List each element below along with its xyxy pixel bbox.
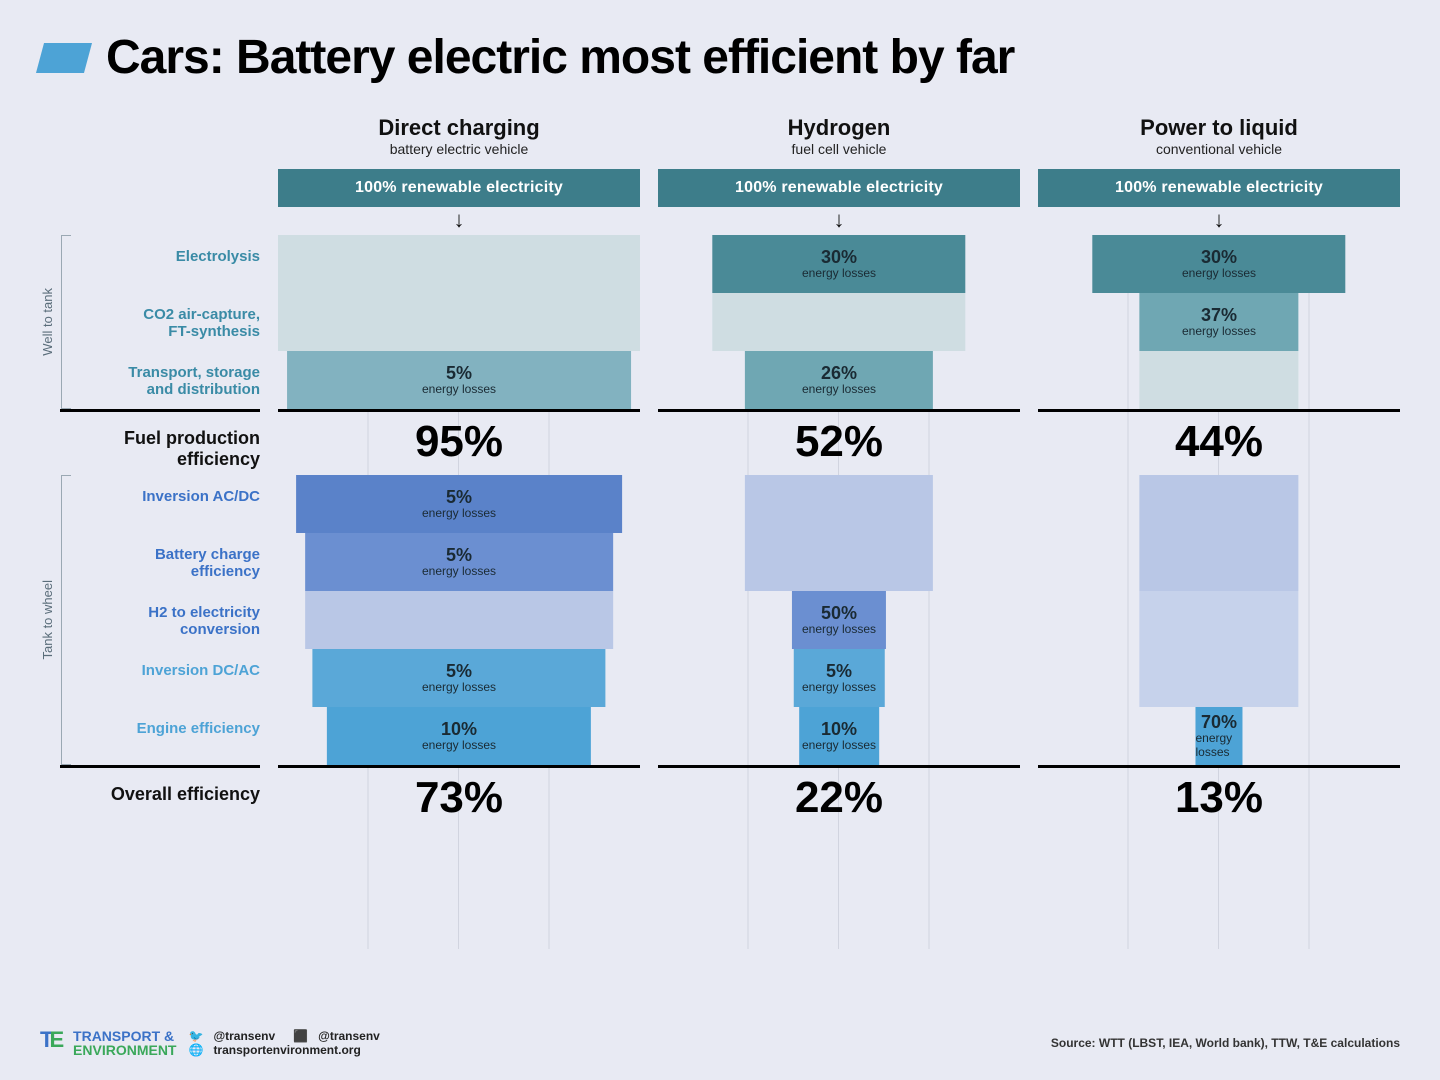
funnel-segment-transport: 5%energy losses bbox=[287, 351, 631, 409]
funnel-segment-co2 bbox=[712, 293, 965, 351]
twitter-icon: 🐦 bbox=[188, 1029, 203, 1043]
divider bbox=[1038, 409, 1400, 412]
chart-area: Direct charging battery electric vehicle… bbox=[40, 115, 1400, 949]
funnel-segment-inv_dcac: 5%energy losses bbox=[312, 649, 605, 707]
divider bbox=[658, 409, 1020, 412]
row-label: Fuel productionefficiency bbox=[85, 428, 260, 469]
start-bar: 100% renewable electricity bbox=[278, 169, 640, 207]
row-label: Transport, storageand distribution bbox=[85, 364, 260, 399]
funnel-segment-inv_acdc: 5%energy losses bbox=[296, 475, 622, 533]
row-label: CO2 air-capture,FT-synthesis bbox=[85, 306, 260, 341]
main-title: Cars: Battery electric most efficient by… bbox=[106, 30, 1014, 85]
title-row: Cars: Battery electric most efficient by… bbox=[40, 30, 1400, 85]
funnel-segment-transport: 26%energy losses bbox=[745, 351, 933, 409]
overall-efficiency-value: 13% bbox=[1038, 773, 1400, 823]
row-label: Engine efficiency bbox=[85, 720, 260, 737]
row-label: Battery chargeefficiency bbox=[85, 546, 260, 581]
source-text: Source: WTT (LBST, IEA, World bank), TTW… bbox=[1051, 1036, 1400, 1050]
footer: TE TRANSPORT & ENVIRONMENT 🐦@transenv ⬛@… bbox=[40, 1028, 1400, 1058]
funnel-segment-inv_acdc bbox=[745, 475, 933, 533]
col-header-direct: Direct charging battery electric vehicle bbox=[278, 115, 640, 169]
title-accent bbox=[36, 43, 92, 73]
overall-efficiency-value: 73% bbox=[278, 773, 640, 823]
divider bbox=[658, 765, 1020, 768]
fuel-efficiency-value: 95% bbox=[278, 417, 640, 467]
bracket: Tank to wheel bbox=[40, 475, 71, 765]
divider bbox=[60, 409, 260, 412]
divider bbox=[60, 765, 260, 768]
te-logo: TE TRANSPORT & ENVIRONMENT bbox=[40, 1028, 176, 1058]
row-label: Inversion AC/DC bbox=[85, 488, 260, 505]
start-bar: 100% renewable electricity bbox=[658, 169, 1020, 207]
divider bbox=[1038, 765, 1400, 768]
start-bar: 100% renewable electricity bbox=[1038, 169, 1400, 207]
funnel-ptl: 100% renewable electricity↓30%energy los… bbox=[1038, 169, 1400, 949]
arrow-down-icon: ↓ bbox=[454, 207, 465, 233]
row-label: Inversion DC/AC bbox=[85, 662, 260, 679]
fuel-efficiency-value: 44% bbox=[1038, 417, 1400, 467]
bracket: Well to tank bbox=[40, 235, 71, 409]
row-label: Electrolysis bbox=[85, 248, 260, 265]
funnel-segment-electrolysis: 30%energy losses bbox=[1092, 235, 1345, 293]
funnel-segment-inv_dcac: 5%energy losses bbox=[794, 649, 885, 707]
funnel-segment-electrolysis: 30%energy losses bbox=[712, 235, 965, 293]
labels-column: Electrolysis CO2 air-capture,FT-synthesis… bbox=[40, 169, 260, 949]
col-header-ptl: Power to liquid conventional vehicle bbox=[1038, 115, 1400, 169]
funnel-segment-electrolysis bbox=[278, 235, 640, 293]
arrow-down-icon: ↓ bbox=[1214, 207, 1225, 233]
funnel-segment-transport bbox=[1139, 351, 1298, 409]
funnel-segment-engine: 10%energy losses bbox=[327, 707, 591, 765]
overall-efficiency-value: 22% bbox=[658, 773, 1020, 823]
funnel-segment-batt_charge bbox=[1139, 533, 1298, 591]
arrow-down-icon: ↓ bbox=[834, 207, 845, 233]
funnel-segment-batt_charge bbox=[745, 533, 933, 591]
funnel-segment-co2 bbox=[278, 293, 640, 351]
row-label: Overall efficiency bbox=[85, 784, 260, 805]
funnel-segment-h2_conv: 50%energy losses bbox=[792, 591, 886, 649]
funnel-segment-engine: 70%energy losses bbox=[1195, 707, 1242, 765]
funnel-segment-h2_conv bbox=[305, 591, 613, 649]
funnel-hydrogen: 100% renewable electricity↓30%energy los… bbox=[658, 169, 1020, 949]
funnel-direct: 100% renewable electricity↓ 5%energy loss… bbox=[278, 169, 640, 949]
funnel-segment-engine: 10%energy losses bbox=[799, 707, 879, 765]
funnel-segment-batt_charge: 5%energy losses bbox=[305, 533, 613, 591]
facebook-icon: ⬛ bbox=[293, 1029, 308, 1043]
funnel-segment-co2: 37%energy losses bbox=[1139, 293, 1298, 351]
row-label: H2 to electricityconversion bbox=[85, 604, 260, 639]
funnel-segment-inv_acdc bbox=[1139, 475, 1298, 533]
globe-icon: 🌐 bbox=[188, 1043, 203, 1057]
funnel-segment-inv_dcac bbox=[1139, 649, 1298, 707]
col-header-hydrogen: Hydrogen fuel cell vehicle bbox=[658, 115, 1020, 169]
fuel-efficiency-value: 52% bbox=[658, 417, 1020, 467]
funnel-segment-h2_conv bbox=[1139, 591, 1298, 649]
divider bbox=[278, 409, 640, 412]
socials: 🐦@transenv ⬛@transenv 🌐transportenvironm… bbox=[188, 1029, 379, 1057]
divider bbox=[278, 765, 640, 768]
